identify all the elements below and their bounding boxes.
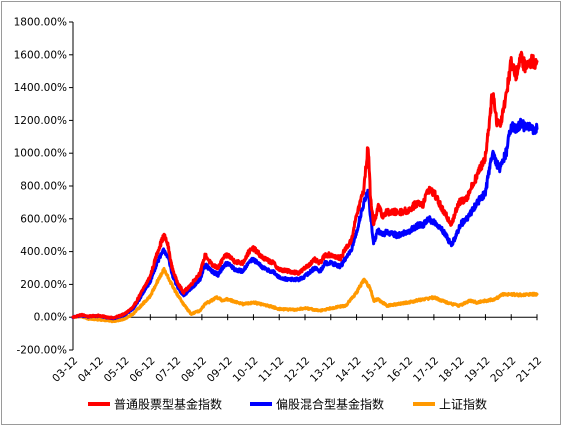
y-tick-label: -200.00%	[16, 345, 67, 357]
series-line	[71, 266, 539, 324]
x-axis: 03-1204-1205-1206-1207-1208-1209-1210-12…	[50, 314, 544, 385]
x-tick-label: 03-12	[50, 355, 80, 385]
series-line	[71, 50, 539, 320]
x-tick-label: 17-12	[411, 355, 441, 385]
legend-item: 上证指数	[413, 397, 487, 412]
x-tick-label: 12-12	[282, 355, 312, 385]
y-tick-label: 0.00%	[34, 312, 67, 324]
legend-label: 偏股混合型基金指数	[276, 397, 384, 412]
x-tick-label: 04-12	[76, 355, 106, 385]
x-tick-label: 21-12	[514, 355, 544, 385]
legend-label: 普通股票型基金指数	[114, 397, 222, 412]
x-tick-label: 06-12	[127, 355, 157, 385]
legend-item: 偏股混合型基金指数	[250, 397, 384, 412]
x-tick-label: 08-12	[179, 355, 209, 385]
x-tick-label: 15-12	[359, 355, 389, 385]
y-tick-label: 600.00%	[20, 213, 67, 225]
x-tick-label: 20-12	[488, 355, 518, 385]
legend-label: 上证指数	[439, 397, 487, 412]
chart-frame	[1, 1, 561, 425]
x-tick-label: 18-12	[437, 355, 467, 385]
x-tick-label: 14-12	[334, 355, 364, 385]
x-tick-label: 19-12	[463, 355, 493, 385]
x-tick-label: 13-12	[308, 355, 338, 385]
series-line	[71, 117, 539, 321]
x-tick-label: 10-12	[231, 355, 261, 385]
x-tick-label: 11-12	[256, 355, 286, 385]
y-tick-label: 400.00%	[20, 246, 67, 258]
x-tick-label: 07-12	[153, 355, 183, 385]
series-lines	[71, 50, 539, 324]
y-tick-label: 800.00%	[20, 181, 67, 193]
y-tick-label: 1800.00%	[14, 17, 67, 29]
y-tick-label: 200.00%	[20, 279, 67, 291]
x-tick-label: 09-12	[205, 355, 235, 385]
legend-item: 普通股票型基金指数	[88, 397, 222, 412]
y-tick-label: 1600.00%	[14, 49, 67, 61]
y-tick-label: 1000.00%	[14, 148, 67, 160]
x-tick-label: 05-12	[102, 355, 132, 385]
y-tick-label: 1400.00%	[14, 82, 67, 94]
y-axis: 1800.00% 1600.00% 1400.00% 1200.00% 1000.00%…	[14, 17, 74, 357]
legend: 普通股票型基金指数 偏股混合型基金指数 上证指数	[88, 397, 487, 412]
x-tick-label: 16-12	[385, 355, 415, 385]
y-tick-label: 1200.00%	[14, 115, 67, 127]
